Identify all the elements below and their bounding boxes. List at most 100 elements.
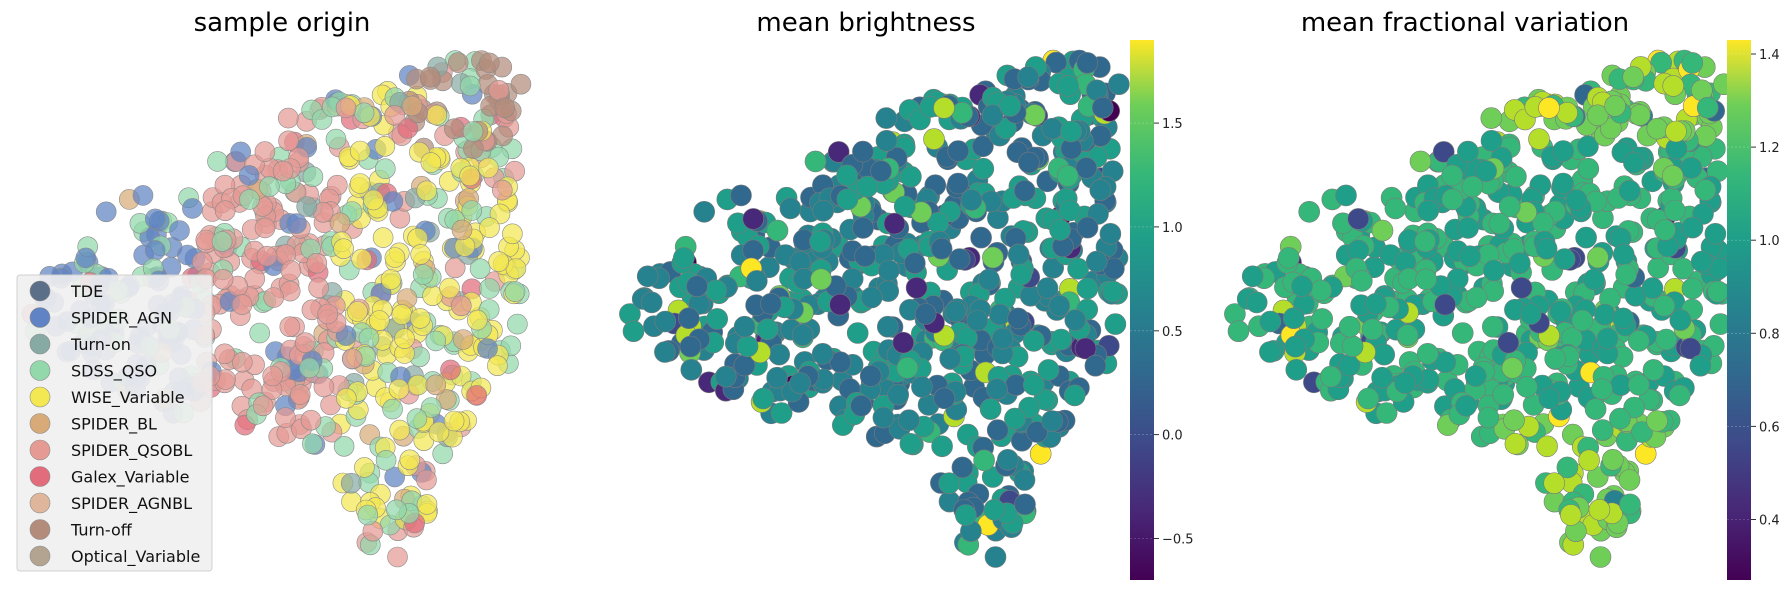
scatter-point (1434, 293, 1456, 316)
scatter-point (1556, 456, 1579, 479)
scatter-point (504, 281, 526, 302)
scatter-point (1565, 189, 1588, 211)
colorbar-mean-fractional-variation: 0.4 0.6 0.8 1.0 1.2 1.4 (1727, 40, 1780, 580)
scatter-point (1519, 303, 1542, 325)
scatter-point (416, 180, 438, 202)
scatter-point (984, 546, 1007, 568)
scatter-point (1543, 472, 1565, 495)
scatter-point (325, 128, 347, 150)
scatter-point (278, 130, 299, 152)
scatter-point (903, 252, 926, 275)
scatter-point (1492, 383, 1514, 406)
scatter-point (1365, 292, 1387, 315)
scatter-point (948, 248, 971, 270)
scatter-point (1041, 117, 1064, 140)
scatter-point (391, 304, 413, 325)
scatter-point (95, 201, 117, 223)
scatter-point (693, 201, 716, 223)
scatter-point (275, 407, 296, 428)
scatter-point (1631, 421, 1653, 443)
colorbar-tick-label: 0.6 (1759, 420, 1780, 435)
scatter-point (289, 384, 311, 405)
scatter-point (466, 385, 488, 406)
scatter-point (416, 494, 438, 515)
scatter-point (353, 102, 375, 124)
scatter-point (850, 394, 872, 417)
scatter-point (898, 409, 920, 432)
scatter-point (1464, 365, 1487, 387)
scatter-point (238, 165, 260, 186)
scatter-point (1285, 358, 1308, 381)
scatter-point (1609, 407, 1631, 430)
scatter-point (409, 308, 431, 329)
scatter-point (1612, 307, 1634, 330)
scatter-point (1482, 315, 1504, 338)
scatter-point (1451, 322, 1474, 344)
scatter-point (1338, 315, 1361, 338)
scatter-point (983, 498, 1006, 521)
scatter-point (75, 247, 97, 269)
scatter-point (214, 343, 235, 365)
scatter-point (911, 376, 933, 398)
scatter-point (426, 104, 448, 126)
legend-marker (29, 413, 51, 434)
legend-label: Turn-on (70, 335, 131, 354)
scatter-point (810, 268, 832, 291)
scatter-point (883, 212, 906, 235)
scatter-point (1575, 226, 1597, 249)
scatter-point (770, 402, 793, 424)
legend-marker (29, 519, 51, 540)
scatter-point (300, 409, 322, 431)
scatter-point (286, 213, 307, 234)
scatter-point (636, 265, 659, 288)
scatter-point (1623, 151, 1645, 174)
scatter-point (677, 307, 700, 330)
scatter-point (947, 172, 969, 195)
scatter-point (420, 152, 442, 173)
scatter-point (1510, 276, 1533, 299)
scatter-point (254, 217, 276, 239)
scatter-point (779, 197, 802, 220)
scatter-point (416, 469, 437, 491)
scatter-point (672, 247, 695, 269)
scatter-point (1375, 402, 1398, 424)
scatter-point (742, 208, 765, 230)
scatter-point (313, 376, 335, 398)
scatter-point (1084, 354, 1107, 377)
scatter-point (1298, 201, 1320, 223)
scatter-point (1622, 66, 1644, 88)
scatter-point (299, 357, 320, 379)
scatter-point (812, 199, 835, 222)
scatter-point (1535, 237, 1558, 260)
scatter-point (341, 348, 363, 370)
scatter-point (1641, 277, 1664, 299)
scatter-point (1584, 398, 1607, 420)
scatter-point (1037, 359, 1060, 381)
scatter-point (263, 287, 285, 308)
scatter-point (254, 141, 276, 162)
scatter-point (1642, 359, 1665, 381)
panel-title-origin: sample origin (194, 8, 371, 38)
legend-marker (29, 545, 51, 567)
scatter-point (211, 231, 233, 252)
legend-marker (29, 333, 51, 355)
colorbar-tick-label: −0.5 (1162, 533, 1194, 548)
scatter-point (384, 247, 406, 268)
legend-marker (29, 466, 51, 487)
scatter-point (986, 378, 1008, 401)
scatter-point (859, 365, 882, 387)
scatter-point (988, 303, 1011, 326)
scatter-point (259, 176, 280, 197)
scatter-point (1259, 310, 1282, 333)
scatter-point (1577, 157, 1600, 180)
scatter-point (939, 347, 962, 370)
scatter-point (296, 196, 318, 217)
legend-label: SPIDER_AGN (71, 309, 172, 329)
scatter-point (836, 164, 858, 187)
scatter-point (1459, 245, 1481, 268)
scatter-point (1661, 165, 1684, 187)
legend-label: SDSS_QSO (71, 362, 157, 382)
scatter-point (1347, 239, 1369, 262)
scatter-point (1414, 230, 1436, 253)
scatter-point (1023, 373, 1045, 396)
